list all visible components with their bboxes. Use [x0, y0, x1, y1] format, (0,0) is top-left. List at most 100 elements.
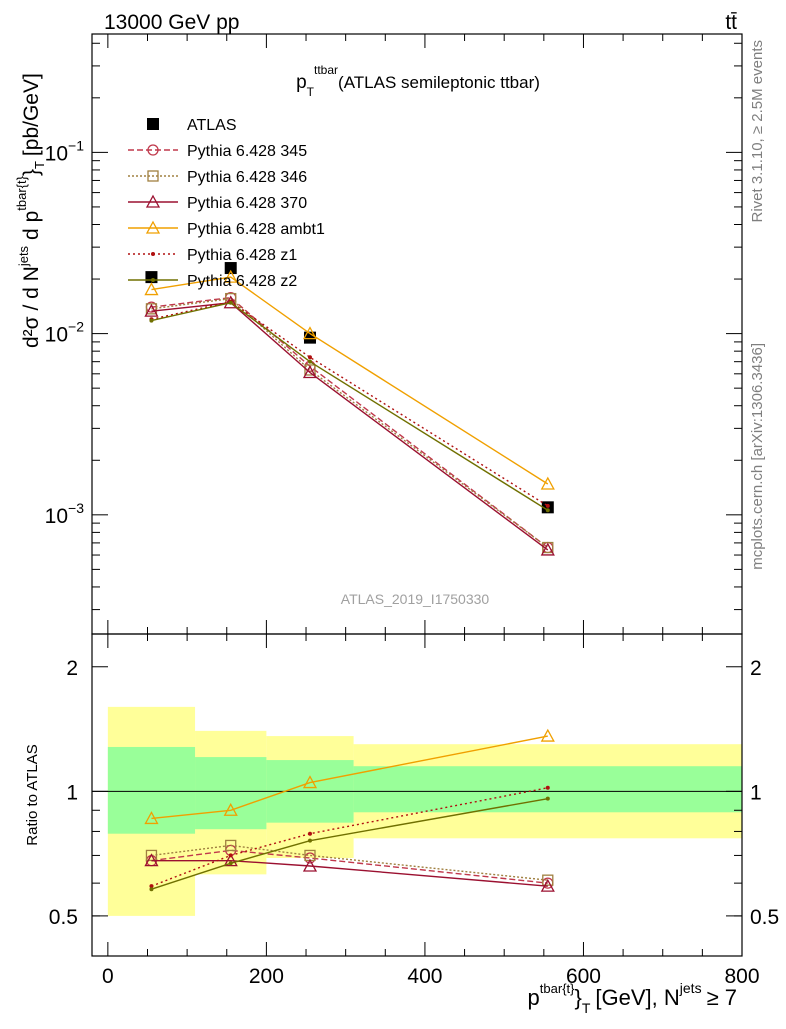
- legend-label-p346: Pythia 6.428 346: [187, 169, 307, 186]
- ratio-series-z1: [149, 785, 550, 889]
- ratio-point-ambt1-3: [540, 728, 555, 742]
- mcplots-label: mcplots.cern.ch [arXiv:1306.3436]: [749, 343, 766, 570]
- y-label-jets: jets: [16, 245, 31, 267]
- legend-item-z2: Pythia 6.428 z2: [128, 273, 297, 290]
- ratio-point-z2-2: [307, 838, 312, 843]
- series-ambt1: [144, 269, 555, 490]
- ratio-uncertainty-bands: [107, 706, 742, 916]
- series-p370: [144, 295, 555, 556]
- line-z1: [151, 300, 549, 507]
- ratio-point-p370-0: [144, 853, 159, 867]
- ratio-y-label-left: 1: [66, 781, 78, 804]
- point-z1-2: [307, 355, 312, 360]
- ratio-point-z1-2: [307, 831, 312, 836]
- legend-label-atlas: ATLAS: [187, 117, 237, 134]
- ratio-series-ambt1: [144, 728, 555, 825]
- ratio-point-p370-1: [223, 853, 238, 867]
- line-p346: [151, 297, 549, 549]
- ratio-axis-label: Ratio to ATLAS: [24, 744, 41, 845]
- point-z2-2: [307, 359, 312, 364]
- ratio-point-ambt1-1: [223, 802, 238, 816]
- header-right: tt̄: [725, 11, 737, 34]
- point-z1-3: [545, 503, 550, 508]
- title-sub: T: [307, 85, 315, 99]
- legend-label-p345: Pythia 6.428 345: [187, 143, 307, 160]
- legend-marker-ambt1: [145, 220, 161, 234]
- line-p370: [151, 302, 549, 551]
- ratio-point-z1-0: [149, 884, 154, 889]
- axes: 0 200 400 600 800 10−3 10−2 10−1 0.5 0.5 1 1 2 2: [45, 33, 779, 988]
- point-z2-3: [545, 508, 550, 513]
- x-label-t: T: [582, 1000, 591, 1016]
- ratio-y-label-right: 2: [750, 657, 762, 680]
- ratio-panel-series: [92, 728, 742, 892]
- legend-marker-atlas: [147, 118, 159, 130]
- ratio-point-p370-3: [540, 878, 555, 892]
- point-atlas-0: [145, 271, 158, 284]
- ratio-y-label-left: 2: [66, 657, 78, 680]
- series-z2: [149, 300, 550, 513]
- y-tick-label: 10−1: [45, 137, 85, 165]
- x-tick-label-600: 600: [566, 965, 601, 988]
- x-axis-label: ptbar{t}}T [GeV], Njets ≥ 7: [528, 980, 737, 1016]
- ratio-y-label-right: 1: [750, 781, 762, 804]
- point-z2-0: [149, 318, 154, 323]
- ratio-line-p370: [151, 859, 548, 887]
- title-p: p: [296, 72, 307, 93]
- legend-marker-z2: [151, 278, 155, 282]
- ratio-line-z2: [151, 797, 548, 890]
- ratio-band-inner-1: [195, 757, 267, 830]
- x-label-jets: jets: [679, 980, 702, 996]
- title-desc: (ATLAS semileptonic ttbar): [338, 73, 540, 92]
- legend-label-z1: Pythia 6.428 z1: [187, 247, 297, 264]
- point-p346-3: [542, 541, 554, 554]
- ratio-y-label-left: 0.5: [49, 906, 78, 929]
- ratio-point-ambt1-0: [144, 811, 159, 825]
- y-tick-label: 10−3: [45, 500, 85, 528]
- x-tick-label-400: 400: [407, 965, 442, 988]
- x-label-unit: [GeV], N: [595, 985, 679, 1010]
- y-label-d2sigma: d²σ / d N: [20, 266, 43, 348]
- legend-item-p370: Pythia 6.428 370: [128, 194, 307, 212]
- ratio-line-p345: [151, 849, 548, 884]
- point-p370-3: [540, 542, 555, 556]
- legend-marker-p370: [145, 194, 161, 208]
- point-p370-1: [223, 295, 238, 309]
- point-ambt1-2: [302, 326, 318, 340]
- legend-item-p346: Pythia 6.428 346: [128, 169, 307, 186]
- line-p345: [151, 296, 549, 549]
- x-tick-label-800: 800: [724, 965, 759, 988]
- legend-item-ambt1: Pythia 6.428 ambt1: [128, 220, 325, 238]
- y-label-dp: d p: [20, 211, 43, 240]
- point-p370-2: [302, 365, 318, 379]
- y-label-t: T: [32, 161, 47, 169]
- ratio-point-p346-1: [225, 839, 237, 852]
- y-label-tbar: tbar{t}: [14, 175, 29, 210]
- point-atlas-2: [303, 331, 316, 344]
- series-p346: [145, 292, 554, 554]
- ratio-point-ambt1-2: [302, 775, 318, 789]
- y-label-unit: [pb/GeV]: [20, 73, 43, 156]
- legend-marker-p345: [147, 144, 159, 156]
- ratio-point-p346-3: [542, 874, 554, 886]
- x-label-close: }: [575, 985, 582, 1010]
- line-ambt1: [151, 276, 549, 485]
- point-ambt1-1: [223, 269, 238, 283]
- ratio-point-z2-3: [545, 796, 550, 801]
- ratio-point-z1-1: [228, 853, 233, 858]
- ratio-series-z2: [149, 796, 550, 892]
- legend-label-p370: Pythia 6.428 370: [187, 195, 307, 212]
- ratio-point-z2-0: [149, 887, 154, 892]
- y-tick-label: 10−2: [45, 319, 85, 347]
- ratio-point-z1-3: [545, 785, 550, 790]
- x-label-cond: ≥ 7: [707, 985, 737, 1010]
- line-z2: [151, 301, 549, 511]
- x-tick-label-0: 0: [102, 965, 114, 988]
- ratio-series-p370: [144, 853, 555, 892]
- x-label-sup: tbar{t}: [540, 981, 575, 996]
- point-ambt1-0: [144, 282, 159, 296]
- point-p346-2: [304, 364, 316, 376]
- header-left: 13000 GeV pp: [104, 11, 239, 34]
- point-ambt1-3: [540, 476, 555, 490]
- ratio-panel-frame: [91, 633, 743, 957]
